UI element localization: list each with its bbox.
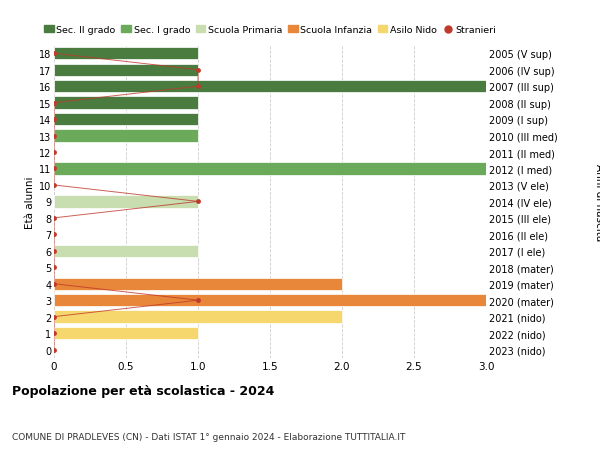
Bar [54, 311, 342, 323]
Bar [54, 81, 486, 93]
Y-axis label: Età alunni: Età alunni [25, 176, 35, 228]
Bar [54, 327, 198, 340]
Legend: Sec. II grado, Sec. I grado, Scuola Primaria, Scuola Infanzia, Asilo Nido, Stran: Sec. II grado, Sec. I grado, Scuola Prim… [44, 26, 496, 35]
Text: Popolazione per età scolastica - 2024: Popolazione per età scolastica - 2024 [12, 384, 274, 397]
Text: COMUNE DI PRADLEVES (CN) - Dati ISTAT 1° gennaio 2024 - Elaborazione TUTTITALIA.: COMUNE DI PRADLEVES (CN) - Dati ISTAT 1°… [12, 431, 406, 441]
Bar [54, 114, 198, 126]
Bar [54, 196, 198, 208]
Y-axis label: Anni di nascita: Anni di nascita [594, 163, 600, 241]
Bar [54, 245, 198, 257]
Bar [54, 130, 198, 142]
Bar [54, 163, 486, 175]
Bar [54, 97, 198, 110]
Bar [54, 278, 342, 290]
Bar [54, 294, 486, 307]
Bar [54, 64, 198, 77]
Bar [54, 48, 198, 60]
